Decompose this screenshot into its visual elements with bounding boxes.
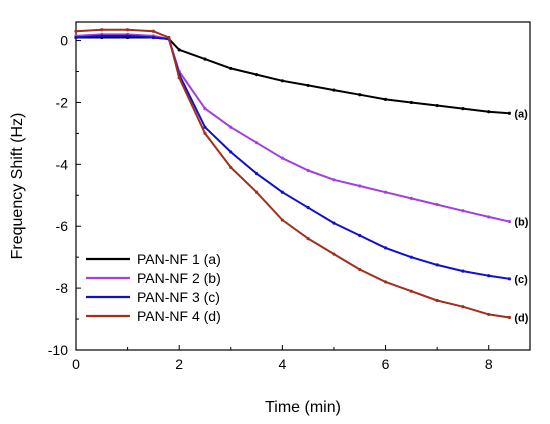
plot-frame [75, 21, 531, 351]
series-point-0-7 [229, 66, 233, 71]
x-tick-label-1: 2 [175, 356, 183, 372]
series-point-3-17 [487, 312, 491, 317]
legend-label-1: PAN-NF 2 (b) [137, 270, 221, 286]
x-tick-label-0: 0 [72, 356, 80, 372]
series-point-2-16 [461, 269, 465, 273]
series-point-1-11 [332, 178, 336, 182]
series-point-3-12 [358, 267, 362, 272]
series-point-2-15 [435, 263, 439, 267]
y-tick-label-2: -4 [56, 156, 69, 172]
series-point-3-9 [280, 218, 284, 222]
series-point-1-16 [461, 209, 465, 213]
series-point-1-10 [306, 168, 310, 173]
series-point-2-13 [383, 246, 388, 250]
legend-label-2: PAN-NF 3 (c) [137, 289, 220, 305]
series-point-3-0 [74, 29, 78, 33]
x-tick-label-2: 4 [278, 356, 286, 372]
series-line-1 [75, 33, 510, 223]
series-point-2-12 [358, 233, 362, 238]
series-point-3-8 [254, 190, 259, 194]
series-point-3-5 [177, 76, 181, 80]
series-line-0 [76, 36, 510, 115]
series-point-1-18 [507, 219, 511, 224]
series-point-3-18 [507, 315, 511, 320]
series-point-3-13 [383, 280, 388, 284]
series-point-1-15 [435, 202, 439, 207]
series-point-0-14 [409, 100, 413, 105]
series-point-1-17 [487, 215, 491, 219]
series-point-0-9 [280, 79, 284, 83]
series-point-3-4 [167, 35, 171, 40]
y-tick-label-4: -8 [56, 280, 69, 296]
series-point-1-14 [409, 196, 413, 200]
series-point-0-12 [358, 93, 362, 97]
legend-label-3: PAN-NF 4 (d) [137, 308, 221, 324]
series-end-label-0: (a) [514, 108, 528, 120]
y-axis-title: Frequency Shift (Hz) [9, 113, 26, 260]
series-point-2-2 [125, 34, 130, 38]
series-point-2-1 [100, 34, 104, 38]
series-point-3-1 [100, 28, 104, 32]
series-point-0-10 [306, 83, 310, 88]
series-point-0-18 [507, 111, 511, 115]
y-tick-label-0: 0 [60, 33, 68, 49]
series-point-1-7 [229, 125, 233, 129]
series-point-3-11 [332, 252, 336, 256]
series-point-3-2 [125, 28, 130, 32]
series-point-1-6 [203, 107, 207, 111]
y-tick-label-3: -6 [56, 218, 69, 234]
x-tick-label-4: 8 [485, 356, 493, 372]
series-point-3-7 [229, 165, 233, 170]
series-end-label-2: (c) [514, 274, 528, 286]
series-point-3-15 [435, 298, 439, 303]
x-axis-title: Time (min) [265, 399, 341, 416]
series-point-0-13 [383, 97, 388, 101]
axes: 0 2 4 6 8 0 -2 -4 -6 -8 -10 [48, 21, 531, 372]
series-point-2-6 [203, 125, 207, 129]
series-layer: (a) (b) (c) (d) [74, 28, 529, 325]
y-tick-label-1: -2 [56, 94, 69, 110]
series-point-2-9 [280, 190, 284, 194]
series-line-2 [75, 34, 510, 280]
series-point-0-16 [461, 107, 465, 111]
series-point-1-13 [383, 190, 388, 194]
series-point-3-16 [461, 305, 465, 309]
series-point-2-11 [332, 221, 336, 225]
series-end-label-1: (b) [514, 217, 528, 229]
series-point-0-11 [332, 88, 336, 92]
series-point-0-17 [487, 110, 491, 114]
series-point-2-0 [74, 35, 78, 40]
series-point-2-18 [507, 277, 511, 281]
series-point-2-17 [487, 274, 491, 278]
series-point-0-8 [254, 73, 259, 77]
series-point-0-5 [177, 48, 181, 52]
x-tick-label-3: 6 [382, 356, 390, 372]
series-point-3-14 [409, 289, 413, 293]
y-tick-label-5: -10 [48, 342, 68, 358]
series-end-label-3: (d) [514, 313, 528, 325]
legend-label-0: PAN-NF 1 (a) [137, 251, 221, 267]
series-point-1-12 [358, 184, 362, 188]
series-point-2-3 [151, 35, 155, 40]
series-point-2-10 [306, 206, 310, 210]
legend: PAN-NF 1 (a) PAN-NF 2 (b) PAN-NF 3 (c) PAN-… [86, 251, 221, 324]
series-point-2-8 [254, 172, 259, 176]
series-point-3-10 [306, 237, 310, 241]
series-point-2-14 [409, 255, 413, 259]
series-point-1-9 [280, 156, 284, 160]
series-point-3-3 [151, 29, 155, 33]
series-point-0-6 [203, 57, 207, 61]
series-point-1-8 [254, 141, 259, 145]
series-point-0-15 [435, 103, 439, 108]
series-point-2-7 [229, 150, 233, 154]
series-point-3-6 [203, 131, 207, 135]
